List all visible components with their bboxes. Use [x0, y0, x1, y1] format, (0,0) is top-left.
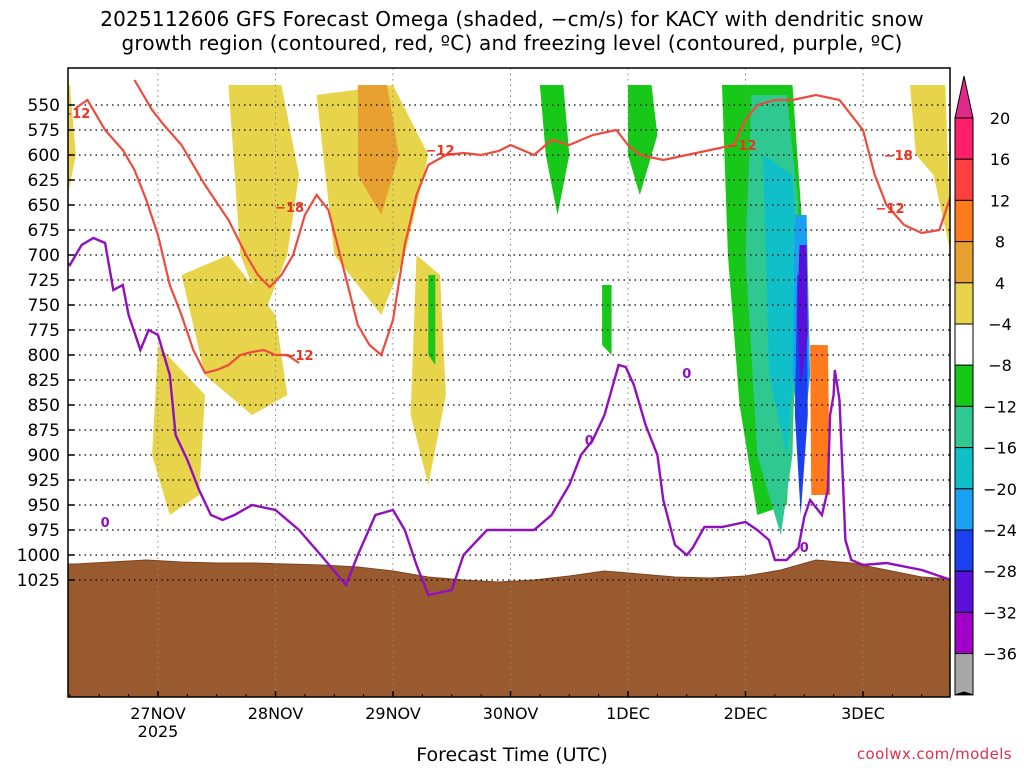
omega-region-8: [539, 85, 570, 215]
x-tick-label-3DEC: 3DEC: [841, 704, 885, 723]
contour-label-8: 0: [585, 434, 594, 449]
colorbar-swatch-10: [954, 529, 974, 572]
colorbar-swatch-9: [954, 488, 974, 531]
y-tick-label-775: 775: [28, 321, 60, 341]
colorbar-top-arrow: [954, 75, 974, 119]
colorbar-swatch-6: [954, 364, 974, 407]
colorbar-label-13: −36: [983, 645, 1017, 664]
contour-label-4: −12: [727, 139, 756, 154]
y-tick-label-925: 925: [28, 471, 60, 491]
x-tick-sublabel: 2025: [138, 722, 179, 741]
contour-label-0: −12: [61, 107, 90, 122]
terrain-layer: [68, 559, 950, 697]
contour-label-6: −12: [876, 202, 905, 217]
colorbar-swatch-8: [954, 447, 974, 490]
colorbar-swatch-2: [954, 199, 974, 243]
y-tick-label-950: 950: [28, 496, 60, 516]
colorbar-label-8: −16: [983, 439, 1017, 458]
colorbar-label-7: −12: [983, 397, 1017, 416]
colorbar-label-12: −32: [983, 603, 1017, 622]
grid: [68, 68, 950, 697]
x-axis-label: Forecast Time (UTC): [416, 744, 608, 766]
y-tick-label-900: 900: [28, 446, 60, 466]
y-tick-label-725: 725: [28, 271, 60, 291]
colorbar-swatch-7: [954, 405, 974, 449]
colorbar-label-0: 20: [990, 109, 1010, 128]
contour-label-9: 0: [682, 367, 691, 382]
chart-title-line2: growth region (contoured, red, ºC) and f…: [121, 31, 903, 55]
y-tick-label-875: 875: [28, 421, 60, 441]
y-tick-label-1000: 1000: [17, 546, 60, 566]
contours: −12 −18 −12 −12 −12 −18 −12 0 0 0 0: [61, 79, 950, 597]
colorbar-swatch-0: [954, 117, 974, 160]
colorbar-label-6: −8: [988, 356, 1012, 375]
colorbar-swatch-5: [954, 323, 974, 366]
x-tick-label-28NOV: 28NOV: [248, 704, 304, 723]
omega-region-18: [810, 345, 831, 495]
y-tick-label-825: 825: [28, 371, 60, 391]
omega-region-3: [181, 255, 288, 415]
x-tick-label-27NOV: 27NOV: [130, 704, 186, 723]
x-tick-label-1DEC: 1DEC: [606, 704, 650, 723]
y-tick-label-800: 800: [28, 346, 60, 366]
y-tick-label-975: 975: [28, 521, 60, 541]
contour-label-3: −12: [426, 144, 455, 159]
chart-title-line1: 2025112606 GFS Forecast Omega (shaded, −…: [100, 7, 924, 31]
colorbar: 20 16 12 8 4 −4 −8 −12 −16 −20 −24 −28 −32 −36: [954, 75, 1017, 696]
contour-minus12: [75, 98, 300, 375]
y-tick-label-650: 650: [28, 196, 60, 216]
colorbar-label-2: 12: [990, 191, 1010, 210]
contour-label-2: −12: [285, 349, 314, 364]
terrain-fill: [68, 559, 950, 697]
x-tick-label-29NOV: 29NOV: [365, 704, 421, 723]
omega-region-7: [910, 85, 950, 251]
omega-region-2: [316, 85, 429, 315]
y-tick-label-700: 700: [28, 246, 60, 266]
credit-text[interactable]: coolwx.com/models: [856, 745, 1012, 763]
x-tick-label-30NOV: 30NOV: [483, 704, 539, 723]
colorbar-swatch-4: [954, 282, 974, 325]
contour-label-1: −18: [275, 201, 304, 216]
contour-label-7: 0: [101, 516, 110, 531]
y-tick-label-625: 625: [28, 171, 60, 191]
y-tick-label-850: 850: [28, 396, 60, 416]
axes: 550 575 600 625 650 675 700 725 750 775 800 825 850 8…: [17, 67, 951, 741]
omega-region-1: [228, 85, 299, 315]
colorbar-swatch-12: [954, 611, 974, 655]
omega-region-5: [410, 255, 446, 485]
freezing-level-contour: [68, 236, 950, 597]
colorbar-label-1: 16: [990, 150, 1010, 169]
colorbar-label-5: −4: [988, 315, 1012, 334]
contour-label-10: 0: [800, 541, 809, 556]
colorbar-swatch-13: [954, 653, 974, 696]
colorbar-label-9: −20: [983, 480, 1017, 499]
plot-frame: [67, 67, 951, 698]
colorbar-label-3: 8: [995, 233, 1005, 252]
colorbar-swatch-11: [954, 570, 974, 613]
y-tick-label-675: 675: [28, 221, 60, 241]
y-tick-label-575: 575: [28, 121, 60, 141]
colorbar-label-4: 4: [995, 274, 1005, 293]
colorbar-label-11: −28: [983, 562, 1017, 581]
colorbar-bottom-arrow: [954, 691, 974, 696]
colorbar-swatch-1: [954, 158, 974, 201]
colorbar-label-10: −24: [983, 521, 1017, 540]
y-tick-label-1025: 1025: [17, 571, 60, 591]
colorbar-swatch-3: [954, 241, 974, 284]
y-tick-label-750: 750: [28, 296, 60, 316]
omega-region-6: [357, 85, 399, 215]
y-tick-label-550: 550: [28, 96, 60, 116]
omega-region-19: [602, 285, 612, 355]
omega-region-20: [428, 275, 436, 365]
omega-region-0: [68, 85, 76, 195]
omega-region-9: [628, 85, 658, 195]
y-tick-label-600: 600: [28, 146, 60, 166]
contour-label-5: −18: [884, 149, 913, 164]
x-tick-label-2DEC: 2DEC: [724, 704, 768, 723]
contour-minus18: [133, 79, 950, 357]
